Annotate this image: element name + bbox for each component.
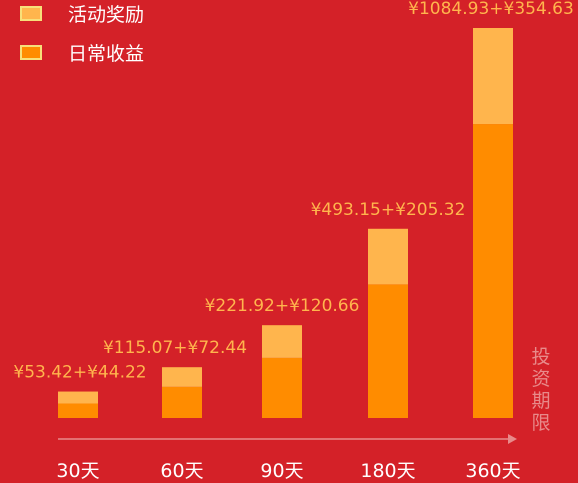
data-label: ¥221.92+¥120.66 <box>205 296 360 316</box>
bar-daily-earnings <box>473 124 513 418</box>
bar-activity-reward <box>162 367 202 387</box>
data-label: ¥53.42+¥44.22 <box>13 363 146 383</box>
legend-label-daily-earnings: 日常收益 <box>68 42 145 65</box>
bar-activity-reward <box>262 325 302 358</box>
legend-item-activity-reward: 活动奖励 <box>20 2 145 26</box>
bar-activity-reward <box>473 28 513 125</box>
x-tick-label: 30天 <box>56 460 99 482</box>
bar-activity-reward <box>58 391 98 404</box>
bar-daily-earnings <box>262 357 302 418</box>
x-axis-label-char-2: 资 <box>531 368 551 390</box>
legend-label-activity-reward: 活动奖励 <box>68 3 145 26</box>
x-axis-label-char-4: 限 <box>531 412 551 434</box>
bar-daily-earnings <box>368 284 408 418</box>
x-axis-label-char-3: 期 <box>531 390 551 412</box>
x-axis-label-char-1: 投 <box>531 346 551 368</box>
legend-item-daily-earnings: 日常收益 <box>20 41 145 65</box>
data-label: ¥115.07+¥72.44 <box>103 338 247 358</box>
bar-activity-reward <box>368 228 408 285</box>
x-tick-label: 360天 <box>465 460 520 482</box>
data-label: ¥493.15+¥205.32 <box>311 200 466 220</box>
legend: 活动奖励 日常收益 <box>20 2 144 80</box>
x-tick-label: 90天 <box>260 460 303 482</box>
x-axis-arrow <box>508 434 517 444</box>
data-label: ¥1084.93+¥354.63 <box>408 0 574 19</box>
bar-daily-earnings <box>162 386 202 418</box>
x-tick-label: 180天 <box>360 460 415 482</box>
x-axis-label: 投 资 期 限 <box>529 346 553 434</box>
bar-daily-earnings <box>58 403 98 418</box>
x-tick-label: 60天 <box>160 460 203 482</box>
legend-swatch-daily-earnings <box>20 44 42 60</box>
legend-swatch-activity-reward <box>20 5 42 21</box>
